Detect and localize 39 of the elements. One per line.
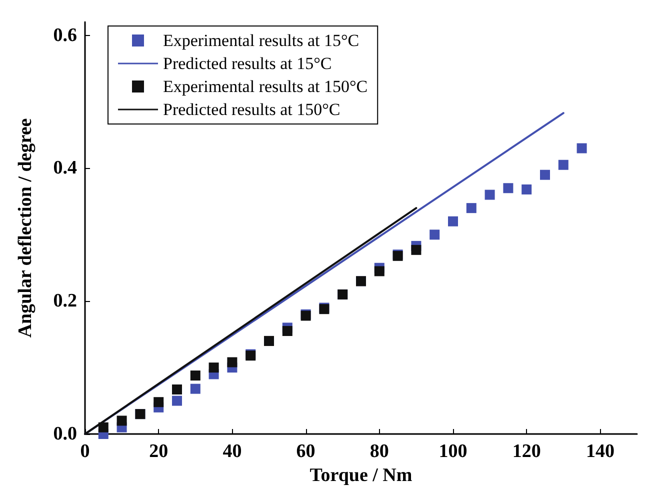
point (227, 357, 238, 368)
point (484, 190, 495, 200)
x-axis-title: Torque / Nm (310, 464, 412, 486)
x-tick-label: 60 (296, 441, 316, 462)
point (98, 422, 108, 432)
y-axis-title: Angular deflection / degree (15, 118, 36, 338)
point (503, 183, 514, 194)
x-tick-label: 120 (512, 441, 541, 462)
x-tick-label: 0 (80, 441, 90, 462)
point (172, 396, 182, 406)
x-tick-label: 100 (438, 441, 468, 462)
point (116, 416, 127, 426)
point (576, 143, 587, 154)
y-tick-label: 0.0 (53, 424, 77, 444)
legend-label: Experimental results at 150°C (163, 77, 368, 96)
point (172, 384, 182, 394)
x-tick-label: 20 (149, 441, 168, 462)
y-tick-label: 0.6 (53, 24, 77, 46)
x-tick-label: 140 (586, 441, 614, 462)
y-tick-label: 0.2 (53, 290, 77, 312)
x-tick-label: 80 (370, 441, 389, 462)
point (282, 326, 292, 336)
point (540, 170, 550, 180)
legend-label: Experimental results at 15°C (163, 31, 360, 50)
point (522, 184, 532, 194)
point (208, 362, 219, 373)
legend-label: Predicted results at 150°C (163, 100, 340, 119)
y-tick-label: 0.4 (53, 158, 78, 179)
point (430, 230, 440, 240)
point (154, 397, 164, 408)
point (411, 244, 422, 255)
x-tick-label: 40 (222, 441, 242, 462)
point (466, 203, 476, 214)
point (374, 266, 384, 276)
point (558, 160, 568, 170)
point (448, 216, 458, 226)
point (190, 384, 200, 394)
point (190, 370, 200, 381)
legend-label: Predicted results at 15°C (163, 54, 332, 73)
